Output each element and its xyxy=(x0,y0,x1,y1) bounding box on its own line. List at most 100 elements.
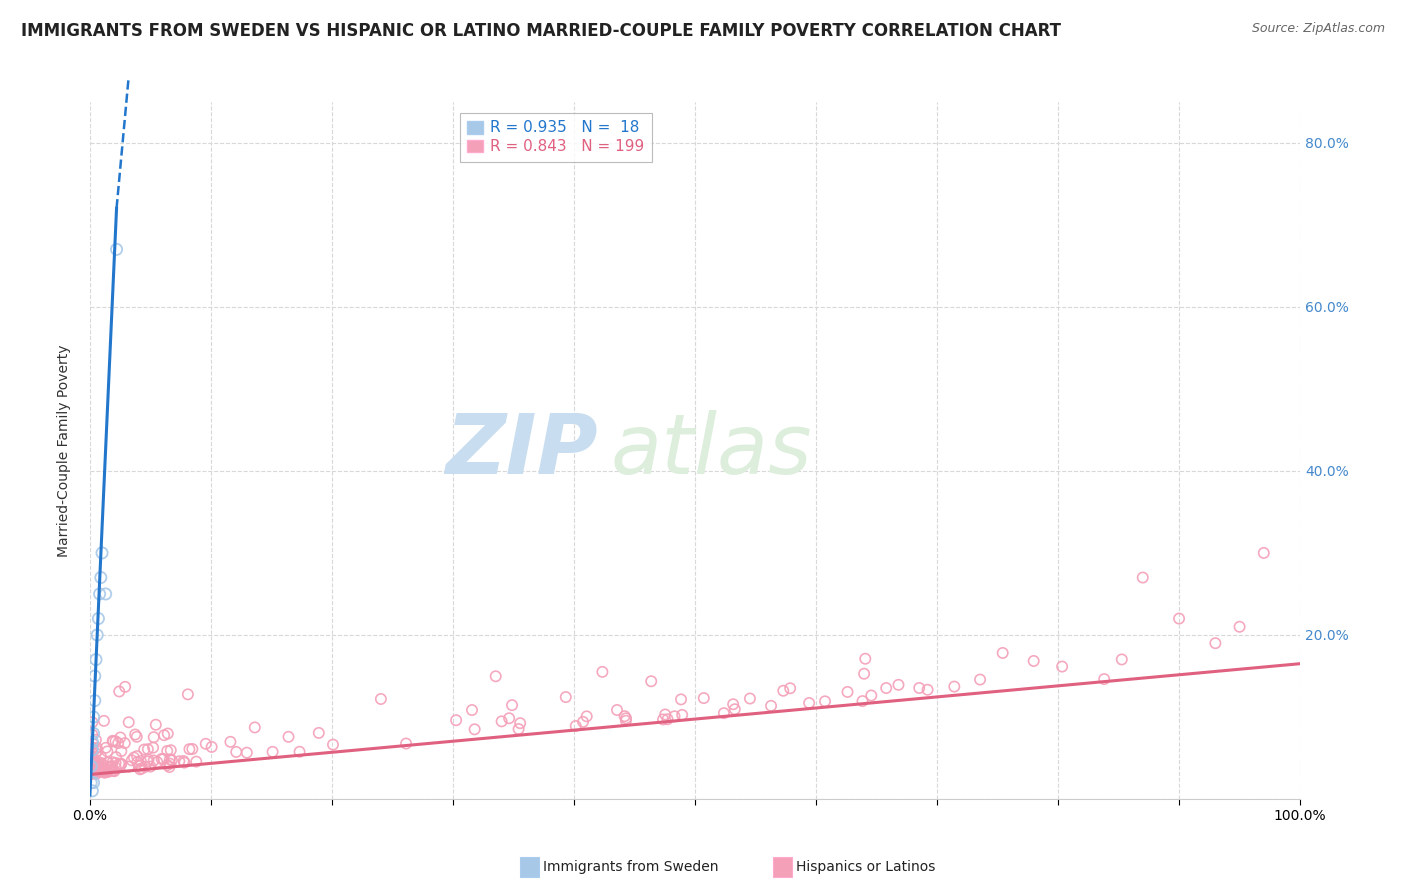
Point xyxy=(100,760,122,774)
Point xyxy=(491,714,513,729)
Point xyxy=(173,754,195,768)
Point xyxy=(908,681,931,695)
Point xyxy=(86,628,108,642)
Point xyxy=(498,711,520,725)
Point xyxy=(724,702,747,716)
Point xyxy=(122,750,145,764)
Point xyxy=(917,682,939,697)
Text: IMMIGRANTS FROM SWEDEN VS HISPANIC OR LATINO MARRIED-COUPLE FAMILY POVERTY CORRE: IMMIGRANTS FROM SWEDEN VS HISPANIC OR LA… xyxy=(21,22,1062,40)
Point xyxy=(84,732,107,747)
Point xyxy=(101,734,124,748)
Point xyxy=(772,683,794,698)
Point xyxy=(887,678,910,692)
Point xyxy=(1132,570,1154,584)
Point xyxy=(308,726,330,740)
Point xyxy=(508,722,530,736)
Point xyxy=(797,696,820,710)
Point xyxy=(509,716,531,731)
Point xyxy=(145,717,167,731)
Point xyxy=(97,761,120,775)
Point xyxy=(110,756,132,771)
Y-axis label: Married-Couple Family Poverty: Married-Couple Family Poverty xyxy=(58,344,72,557)
Point xyxy=(87,761,110,775)
Point xyxy=(564,719,586,733)
Point xyxy=(262,745,284,759)
Point xyxy=(125,749,148,764)
Point xyxy=(652,713,675,727)
Point xyxy=(969,673,991,687)
Point xyxy=(87,759,110,773)
Point xyxy=(87,756,110,770)
Point xyxy=(194,737,217,751)
Point xyxy=(591,665,613,679)
Point xyxy=(851,694,873,708)
Point xyxy=(125,730,148,744)
Point xyxy=(98,759,121,773)
Point xyxy=(814,694,837,708)
Point xyxy=(80,754,103,768)
Point xyxy=(136,742,159,756)
Point xyxy=(94,764,117,778)
Point xyxy=(288,745,311,759)
Point xyxy=(114,736,136,750)
Point xyxy=(236,746,259,760)
Point xyxy=(614,711,637,725)
Point xyxy=(84,758,107,772)
Point xyxy=(94,761,117,775)
Point xyxy=(80,775,103,789)
Point xyxy=(160,753,183,767)
Point xyxy=(121,753,143,767)
Point xyxy=(82,742,104,756)
Point xyxy=(83,765,105,780)
Point xyxy=(322,738,344,752)
Point xyxy=(101,733,124,747)
Point xyxy=(79,756,101,771)
Point xyxy=(156,758,179,772)
Point xyxy=(79,766,101,780)
Point xyxy=(87,611,110,625)
Point xyxy=(94,740,117,755)
Point xyxy=(156,744,179,758)
Point xyxy=(97,764,120,779)
Point xyxy=(107,736,129,750)
Point xyxy=(79,766,101,780)
Point xyxy=(225,745,247,759)
Point xyxy=(837,685,859,699)
Point xyxy=(90,756,112,771)
Point xyxy=(84,764,107,778)
Point xyxy=(82,763,104,777)
Point xyxy=(89,763,111,777)
Point xyxy=(93,714,115,728)
Point xyxy=(464,723,486,737)
Point xyxy=(613,709,636,723)
Point xyxy=(91,764,114,779)
Point xyxy=(101,759,124,773)
Point xyxy=(80,759,103,773)
Point xyxy=(80,751,103,765)
Point xyxy=(129,762,152,776)
Point xyxy=(738,691,761,706)
Point xyxy=(134,742,156,756)
Point xyxy=(86,764,108,779)
Point xyxy=(1204,636,1226,650)
Point xyxy=(90,570,112,584)
Point xyxy=(146,755,169,769)
Point xyxy=(139,759,162,773)
Point xyxy=(159,756,181,771)
Point xyxy=(640,674,662,689)
Point xyxy=(1050,659,1073,673)
Point xyxy=(82,740,104,755)
Text: Immigrants from Sweden: Immigrants from Sweden xyxy=(543,860,718,874)
Point xyxy=(82,728,104,742)
Point xyxy=(142,730,165,744)
Point xyxy=(84,652,107,666)
Point xyxy=(82,763,104,777)
Point xyxy=(90,757,112,772)
Text: Hispanics or Latinos: Hispanics or Latinos xyxy=(796,860,935,874)
Point xyxy=(277,730,299,744)
Point xyxy=(90,761,112,775)
Point xyxy=(82,762,104,776)
Point xyxy=(128,759,150,773)
Point xyxy=(83,710,105,724)
Point xyxy=(136,755,159,769)
